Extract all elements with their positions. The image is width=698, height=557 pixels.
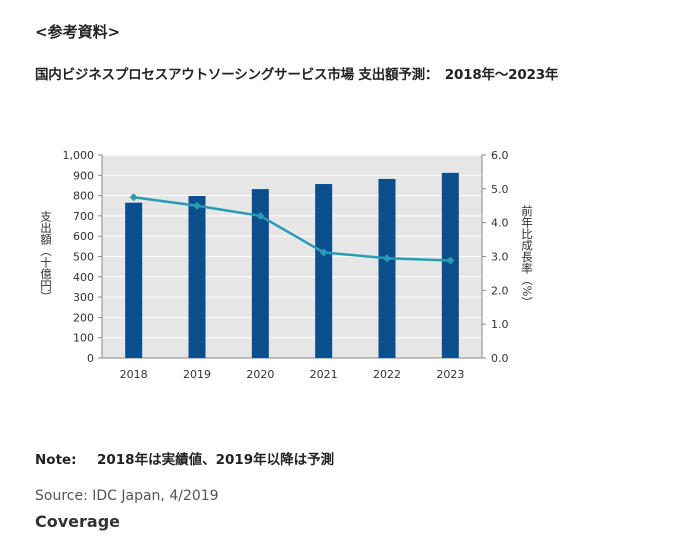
right-axis-tick-label: 6.0 <box>491 149 509 162</box>
right-axis-tick-label: 0.0 <box>491 352 509 365</box>
coverage-heading: Coverage <box>35 512 121 531</box>
bar-2019 <box>188 196 206 358</box>
left-axis-tick-label: 100 <box>73 332 94 345</box>
bar-line-chart: 0 100 200 300 400 500 600 700 800 900 1,000 0.0 1.0 2… <box>39 149 534 381</box>
bar-2021 <box>315 184 333 358</box>
note: Note: 2018年は実績値、2019年以降は予測 <box>35 448 334 468</box>
left-axis-tick-label: 300 <box>73 291 94 304</box>
right-axis-title: 前年比成長率（%） <box>520 204 534 308</box>
chart-title: 国内ビジネスプロセスアウトソーシングサービス市場 支出額予測： 2018年～20… <box>35 67 559 83</box>
growth-rate-point-2019 <box>193 201 201 210</box>
bar-2022 <box>378 178 396 358</box>
left-axis-tick-label: 1,000 <box>63 149 95 162</box>
left-axis-tick-label: 400 <box>73 271 94 284</box>
source-text: Source: IDC Japan, 4/2019 <box>35 488 219 504</box>
x-axis-tick-label: 2023 <box>436 368 464 381</box>
x-axis-tick-label: 2020 <box>246 368 274 381</box>
bar-2020 <box>251 189 269 358</box>
bar-2018 <box>125 202 143 358</box>
right-axis-tick-label: 5.0 <box>491 183 509 196</box>
left-axis-title: 支出額（十億円） <box>39 211 53 303</box>
left-axis-tick-label: 0 <box>87 352 94 365</box>
right-axis-tick-label: 4.0 <box>491 217 509 230</box>
right-axis-tick-label: 2.0 <box>491 284 509 297</box>
left-axis-tick-label: 200 <box>73 311 94 324</box>
x-axis-tick-label: 2019 <box>183 368 211 381</box>
left-axis-tick-label: 900 <box>73 169 94 182</box>
right-axis-tick-label: 1.0 <box>491 318 509 331</box>
left-axis-tick-label: 600 <box>73 230 94 243</box>
right-axis-tick-label: 3.0 <box>491 251 509 264</box>
x-axis-tick-label: 2018 <box>120 368 148 381</box>
left-axis-tick-label: 800 <box>73 190 94 203</box>
growth-rate-point-2018 <box>129 193 138 202</box>
x-axis-tick-label: 2021 <box>310 368 338 381</box>
growth-rate-point-2020 <box>256 211 265 220</box>
bar-2023 <box>441 172 459 358</box>
note-label: Note: <box>35 452 77 468</box>
left-axis-tick-label: 700 <box>73 210 94 223</box>
growth-rate-point-2023 <box>446 256 455 265</box>
left-axis-tick-label: 500 <box>73 251 94 264</box>
chart-container: 0 100 200 300 400 500 600 700 800 900 1,000 0.0 1.0 2… <box>0 140 560 390</box>
growth-rate-line <box>133 196 451 262</box>
reference-label: <参考資料> <box>35 23 121 41</box>
x-axis-tick-label: 2022 <box>373 368 401 381</box>
growth-rate-point-2021 <box>319 248 328 257</box>
note-text: 2018年は実績値、2019年以降は予測 <box>97 452 335 468</box>
